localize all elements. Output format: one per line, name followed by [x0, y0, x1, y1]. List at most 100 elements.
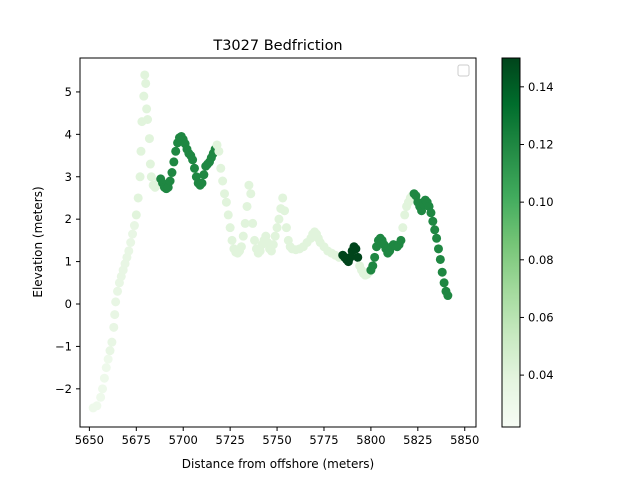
data-point: [107, 337, 117, 347]
x-tick-label: 5775: [309, 433, 338, 447]
data-point: [268, 240, 278, 250]
data-point: [430, 225, 440, 235]
data-point: [142, 104, 152, 114]
data-point: [272, 223, 282, 233]
y-tick-label: 1: [65, 255, 72, 269]
data-point: [443, 291, 453, 301]
x-tick-label: 5700: [169, 433, 198, 447]
data-point: [214, 146, 224, 156]
data-point: [139, 91, 149, 101]
y-tick-label: 4: [65, 127, 72, 141]
data-point: [129, 221, 139, 231]
data-point: [351, 244, 361, 254]
x-tick-label: 5750: [262, 433, 291, 447]
y-axis-ticks: −2 −1 0 1 2 3 4 5: [55, 85, 80, 396]
data-point: [169, 157, 179, 167]
data-point: [141, 78, 151, 88]
y-tick-label: −1: [55, 339, 72, 353]
data-point: [242, 201, 252, 211]
data-point: [103, 354, 113, 364]
data-point: [227, 235, 237, 245]
colorbar-ticks: 0.04 0.06 0.08 0.10 0.12 0.14: [520, 80, 554, 382]
data-point: [110, 310, 120, 320]
colorbar-tick-label: 0.12: [528, 137, 554, 151]
data-point: [278, 193, 288, 203]
data-point: [144, 134, 154, 144]
data-point: [143, 115, 153, 124]
data-point: [216, 163, 226, 173]
data-point: [165, 176, 175, 186]
x-tick-label: 5825: [403, 433, 432, 447]
y-tick-label: −2: [55, 382, 72, 396]
data-point: [105, 346, 115, 356]
colorbar: [501, 57, 521, 428]
data-point: [111, 297, 121, 307]
data-point: [96, 392, 106, 402]
data-point: [140, 70, 150, 80]
x-tick-label: 5650: [75, 433, 104, 447]
data-point: [281, 223, 291, 233]
data-point: [398, 223, 408, 233]
data-point: [128, 229, 138, 239]
data-point: [145, 159, 155, 169]
x-tick-label: 5800: [356, 433, 385, 447]
x-tick-label: 5725: [216, 433, 245, 447]
data-point: [236, 242, 246, 252]
data-point: [131, 210, 141, 220]
data-point: [223, 210, 233, 220]
data-point: [428, 216, 438, 226]
data-point: [244, 180, 254, 190]
data-point: [218, 176, 228, 186]
y-axis-label: Elevation (meters): [31, 186, 45, 297]
data-point: [220, 189, 230, 199]
data-point: [433, 244, 443, 254]
legend-box: [457, 64, 470, 77]
scatter-points: [88, 70, 453, 413]
data-point: [400, 210, 410, 220]
data-point: [197, 178, 207, 188]
colorbar-tick-label: 0.10: [528, 195, 554, 209]
colorbar-tick-label: 0.06: [528, 310, 554, 324]
data-point: [124, 246, 134, 256]
data-point: [238, 231, 248, 241]
data-point: [353, 252, 363, 262]
data-point: [246, 189, 256, 199]
data-point: [99, 373, 109, 383]
data-point: [274, 214, 284, 224]
data-point: [189, 163, 199, 173]
data-point: [135, 172, 145, 182]
data-point: [98, 384, 108, 394]
data-point: [101, 363, 111, 373]
data-point: [437, 267, 447, 277]
x-tick-label: 5850: [450, 433, 479, 447]
data-point: [188, 155, 198, 165]
x-axis-ticks: 5650 5675 5700 5725 5750 5775 5800 5825 5850: [75, 427, 479, 447]
colorbar-tick-label: 0.04: [528, 368, 554, 382]
chart-title: T3027 Bedfriction: [212, 38, 342, 54]
data-point: [225, 223, 235, 233]
colorbar-tick-label: 0.08: [528, 253, 554, 267]
data-point: [240, 218, 250, 228]
x-axis-label: Distance from offshore (meters): [182, 457, 374, 471]
data-point: [136, 146, 146, 156]
data-point: [199, 170, 209, 180]
y-tick-label: 3: [65, 170, 72, 184]
y-tick-label: 5: [65, 85, 72, 99]
data-point: [250, 235, 260, 245]
data-point: [280, 206, 290, 216]
data-point: [435, 254, 445, 264]
data-point: [126, 238, 136, 247]
data-point: [270, 231, 280, 241]
y-tick-label: 2: [65, 212, 72, 226]
data-point: [368, 261, 378, 271]
data-point: [396, 235, 406, 245]
x-tick-label: 5675: [122, 433, 151, 447]
data-point: [248, 218, 258, 228]
data-point: [146, 172, 156, 182]
data-point: [426, 208, 436, 218]
data-point: [370, 252, 380, 262]
data-point: [133, 193, 143, 203]
data-point: [167, 168, 177, 178]
data-point: [432, 233, 442, 243]
